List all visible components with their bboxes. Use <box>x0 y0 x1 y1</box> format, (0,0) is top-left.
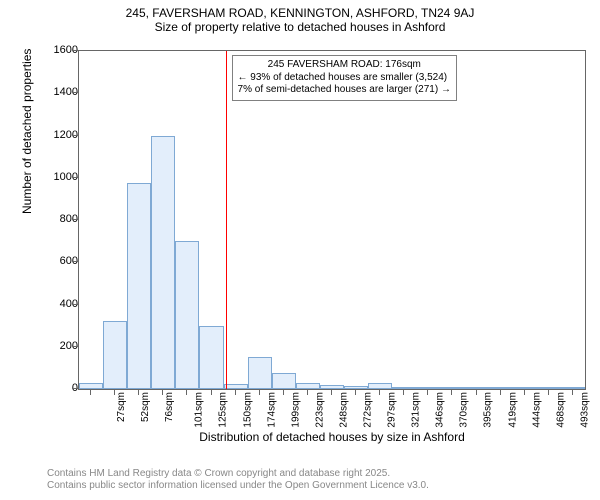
x-tick-label: 76sqm <box>164 392 175 422</box>
y-tick-mark <box>72 92 78 93</box>
x-tick-mark <box>114 390 115 395</box>
x-tick-label: 395sqm <box>483 392 494 428</box>
x-tick-label: 272sqm <box>363 392 374 428</box>
x-tick-mark <box>331 390 332 395</box>
x-tick-mark <box>186 390 187 395</box>
histogram-bar <box>344 386 368 389</box>
histogram-bar <box>175 241 199 389</box>
histogram-bar <box>272 373 296 389</box>
y-tick-mark <box>72 135 78 136</box>
x-tick-label: 419sqm <box>507 392 518 428</box>
x-tick-label: 199sqm <box>290 392 301 428</box>
chart-title-block: 245, FAVERSHAM ROAD, KENNINGTON, ASHFORD… <box>0 0 600 34</box>
x-tick-mark <box>283 390 284 395</box>
histogram-bar <box>561 387 585 389</box>
annotation-box: 245 FAVERSHAM ROAD: 176sqm← 93% of detac… <box>232 55 457 101</box>
annot-line1: 245 FAVERSHAM ROAD: 176sqm <box>238 59 451 72</box>
x-tick-mark <box>548 390 549 395</box>
x-tick-mark <box>162 390 163 395</box>
footer-line2: Contains public sector information licen… <box>47 480 429 492</box>
x-tick-mark <box>235 390 236 395</box>
x-tick-label: 248sqm <box>338 392 349 428</box>
x-tick-mark <box>476 390 477 395</box>
x-tick-label: 223sqm <box>314 392 325 428</box>
x-tick-label: 370sqm <box>459 392 470 428</box>
histogram-bar <box>199 326 223 389</box>
y-tick-mark <box>72 261 78 262</box>
x-tick-mark <box>138 390 139 395</box>
x-tick-mark <box>259 390 260 395</box>
histogram-bar <box>224 384 248 389</box>
footer-attribution: Contains HM Land Registry data © Crown c… <box>47 468 429 492</box>
title-line1: 245, FAVERSHAM ROAD, KENNINGTON, ASHFORD… <box>0 6 600 20</box>
histogram-bar <box>103 321 127 389</box>
histogram-bar <box>127 183 151 389</box>
x-tick-mark <box>500 390 501 395</box>
x-tick-label: 52sqm <box>140 392 151 422</box>
x-tick-mark <box>572 390 573 395</box>
x-tick-label: 346sqm <box>435 392 446 428</box>
histogram-bar <box>248 357 272 389</box>
annot-line2: ← 93% of detached houses are smaller (3,… <box>238 72 451 85</box>
histogram-bar <box>392 387 416 389</box>
histogram-bar <box>296 383 320 389</box>
x-tick-label: 444sqm <box>531 392 542 428</box>
y-tick-mark <box>72 177 78 178</box>
x-tick-mark <box>379 390 380 395</box>
x-tick-mark <box>403 390 404 395</box>
x-tick-label: 27sqm <box>116 392 127 422</box>
reference-line <box>226 51 227 389</box>
x-tick-mark <box>307 390 308 395</box>
histogram-bar <box>440 387 464 389</box>
x-tick-label: 468sqm <box>555 392 566 428</box>
x-tick-label: 493sqm <box>579 392 590 428</box>
plot-wrap: Number of detached properties 245 FAVERS… <box>50 44 590 444</box>
footer-line1: Contains HM Land Registry data © Crown c… <box>47 468 429 480</box>
histogram-bar <box>79 383 103 389</box>
x-tick-label: 125sqm <box>218 392 229 428</box>
x-tick-label: 150sqm <box>242 392 253 428</box>
y-tick-mark <box>72 219 78 220</box>
histogram-bar <box>151 136 175 390</box>
histogram-bar <box>489 387 513 389</box>
y-axis-label: Number of detached properties <box>20 49 34 214</box>
x-axis-label: Distribution of detached houses by size … <box>78 430 586 444</box>
annot-line3: 7% of semi-detached houses are larger (2… <box>238 84 451 97</box>
histogram-bar <box>537 387 561 389</box>
histogram-bar <box>320 385 344 389</box>
x-tick-mark <box>451 390 452 395</box>
y-tick-mark <box>72 50 78 51</box>
x-tick-label: 297sqm <box>387 392 398 428</box>
y-tick-mark <box>72 346 78 347</box>
x-tick-mark <box>211 390 212 395</box>
histogram-bar <box>513 387 537 389</box>
title-line2: Size of property relative to detached ho… <box>0 20 600 34</box>
x-tick-mark <box>355 390 356 395</box>
histogram-bar <box>416 387 440 389</box>
x-tick-mark <box>524 390 525 395</box>
x-tick-mark <box>427 390 428 395</box>
x-tick-mark <box>90 390 91 395</box>
histogram-bar <box>368 383 392 389</box>
x-tick-label: 101sqm <box>194 392 205 428</box>
histogram-bar <box>465 387 489 389</box>
x-tick-label: 174sqm <box>266 392 277 428</box>
x-tick-label: 321sqm <box>411 392 422 428</box>
y-tick-mark <box>72 304 78 305</box>
plot-area: 245 FAVERSHAM ROAD: 176sqm← 93% of detac… <box>78 50 586 390</box>
y-tick-mark <box>72 388 78 389</box>
